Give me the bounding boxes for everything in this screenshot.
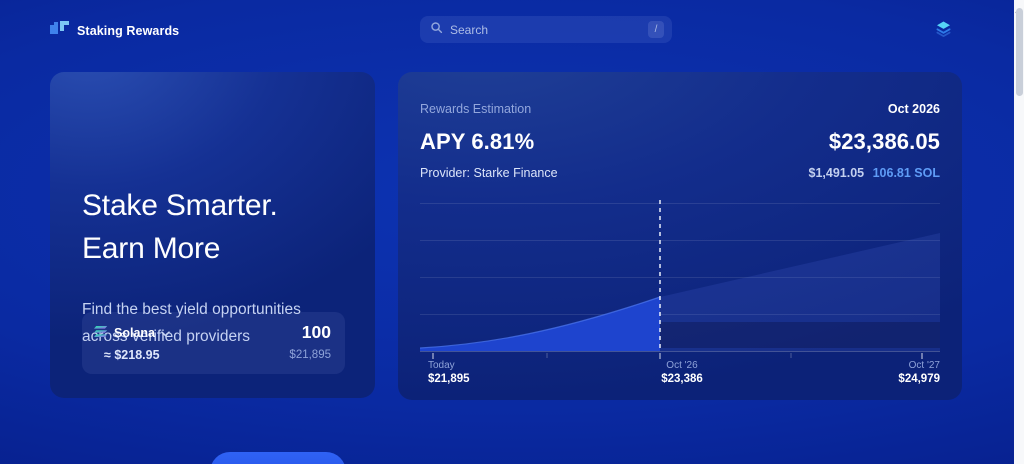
hero-subtitle-line1: Find the best yield opportunities <box>82 301 301 318</box>
x-axis-ticks <box>432 353 923 359</box>
projected-dark-band <box>660 322 940 348</box>
hero-card: Stake Smarter. Earn More Find the best y… <box>50 72 375 398</box>
solana-icon <box>94 324 108 342</box>
search-shortcut-badge: / <box>648 21 664 38</box>
search-input[interactable]: Search / <box>420 16 672 43</box>
x-label-oct27: Oct '27 $24,979 <box>898 360 940 385</box>
apy-value: APY 6.81% <box>420 129 535 154</box>
asset-name: Solana <box>114 325 155 340</box>
layers-icon[interactable] <box>935 21 952 42</box>
search-icon <box>430 21 443 39</box>
rewards-amounts: $1,491.05 106.81 SOL <box>809 166 941 180</box>
x-label-oct27-value: $24,979 <box>898 373 940 385</box>
x-label-oct26-value: $23,386 <box>661 373 703 385</box>
accrued-area <box>420 297 660 351</box>
hero-subtitle-line2: across verified providers <box>82 328 250 345</box>
stake-input-widget: Solana 100 ≈ $218.95 $21,895 <box>82 312 345 374</box>
x-label-oct26-date: Oct '26 <box>666 360 698 371</box>
x-label-today: Today $21,895 <box>428 360 470 385</box>
nav-actions <box>935 20 952 43</box>
scrollbar[interactable] <box>1014 0 1024 464</box>
stake-amount-value[interactable]: 100 <box>301 322 331 342</box>
rewards-chart[interactable]: Today $21,895 Oct '26 $23,386 Oct '27 $2… <box>420 200 940 392</box>
brand-name: Staking Rewards <box>77 23 180 38</box>
asset-price-approx: ≈ $218.95 <box>104 348 160 362</box>
hero-title-line1: Stake Smarter. <box>82 189 278 222</box>
scrollbar-thumb[interactable] <box>1015 8 1023 96</box>
rewards-estimation-card: Rewards Estimation Oct 2026 APY 6.81% $2… <box>398 72 962 400</box>
staking-rewards-logo-icon <box>50 20 69 41</box>
accrued-topline <box>420 296 661 349</box>
brand[interactable]: Staking Rewards <box>50 20 179 41</box>
hero-title-line2: Earn More <box>82 232 221 265</box>
hero-title: Stake Smarter. Earn More <box>82 184 278 270</box>
rewards-usd: $1,491.05 <box>808 166 865 180</box>
search-placeholder: Search <box>450 22 489 37</box>
top-nav: Staking Rewards Search / <box>0 0 1014 58</box>
asset-selector[interactable]: Solana <box>94 324 170 342</box>
rewards-sol: 106.81 SOL <box>872 166 940 180</box>
chart-gridlines <box>420 203 940 315</box>
rewards-estimation-label: Rewards Estimation <box>420 102 532 116</box>
stake-amount-usd: $21,895 <box>289 349 331 361</box>
estimated-total-usd: $23,386.05 <box>828 129 940 154</box>
x-label-today-value: $21,895 <box>428 373 470 385</box>
projected-area <box>660 233 940 351</box>
x-label-today-date: Today <box>428 360 455 371</box>
rewards-chart-canvas <box>420 200 940 359</box>
cta-button[interactable] <box>210 452 346 464</box>
provider-label: Provider: Starke Finance <box>420 166 558 180</box>
hero-subtitle: Find the best yield opportunities across… <box>82 296 301 350</box>
x-label-oct27-date: Oct '27 <box>908 360 940 371</box>
estimation-period: Oct 2026 <box>887 102 940 116</box>
chevron-down-icon <box>161 324 170 342</box>
x-label-oct26: Oct '26 $23,386 <box>661 360 703 385</box>
